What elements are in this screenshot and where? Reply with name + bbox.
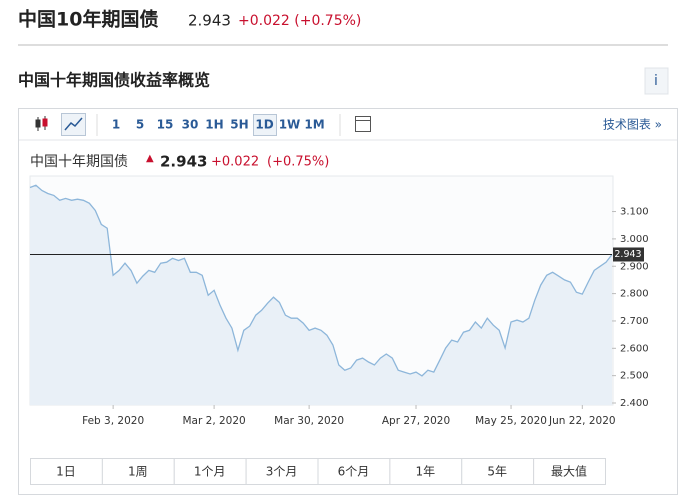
page-title: 中国10年期国债: [18, 8, 158, 31]
area-line: [29, 184, 613, 377]
header-price: 2.943: [188, 12, 231, 30]
info-button[interactable]: [644, 67, 669, 95]
interval-button[interactable]: 1H: [205, 118, 223, 132]
y-tick-label: 3.000: [620, 234, 649, 245]
range-label[interactable]: 1周: [128, 465, 148, 479]
y-tick-label: 2.600: [620, 343, 649, 354]
price-tag: [613, 247, 644, 262]
y-tick-label: 2.400: [620, 398, 649, 409]
x-tick-label: Mar 2, 2020: [182, 415, 245, 427]
interval-button[interactable]: 1M: [304, 118, 324, 132]
range-label[interactable]: 1个月: [194, 465, 226, 479]
range-button[interactable]: [101, 458, 175, 485]
legend-price: 2.943: [160, 153, 207, 171]
y-tick-label: 2.700: [620, 316, 649, 327]
interval-button[interactable]: 5H: [230, 118, 248, 132]
x-tick-label: Apr 27, 2020: [382, 415, 450, 427]
info-icon[interactable]: i: [654, 73, 658, 89]
y-tick-label: 2.500: [620, 371, 649, 382]
legend-name: 中国十年期国债: [30, 154, 128, 170]
interval-button[interactable]: 15: [157, 118, 174, 132]
y-tick-label: 2.900: [620, 261, 649, 272]
range-label[interactable]: 1年: [415, 465, 435, 479]
interval-button[interactable]: 1D: [255, 118, 273, 132]
candle-icon[interactable]: [35, 116, 48, 131]
x-tick-label: Mar 30, 2020: [274, 415, 344, 427]
range-label[interactable]: 5年: [487, 465, 507, 479]
technical-chart-link[interactable]: 技术图表 »: [603, 118, 662, 132]
x-tick-label: May 25, 2020: [475, 415, 547, 427]
range-label[interactable]: 1日: [56, 465, 76, 479]
y-tick-label: 3.100: [620, 207, 649, 218]
x-tick-label: Feb 3, 2020: [82, 415, 144, 427]
table-icon[interactable]: [355, 116, 371, 132]
header-change: +0.022 (+0.75%): [238, 13, 361, 29]
interval-button[interactable]: 5: [136, 118, 144, 132]
range-button[interactable]: [245, 458, 319, 485]
line-icon-glyph: [64, 117, 83, 131]
area-fill: [30, 185, 612, 405]
range-button[interactable]: [173, 458, 247, 485]
range-button[interactable]: [533, 458, 606, 485]
range-label[interactable]: 最大值: [551, 464, 587, 479]
interval-button[interactable]: 1W: [279, 118, 301, 132]
price-tag-label: 2.943: [614, 249, 641, 260]
interval-selected[interactable]: [253, 114, 277, 136]
x-tick-label: Jun 22, 2020: [548, 415, 616, 427]
range-label[interactable]: 3个月: [266, 465, 298, 479]
y-tick-label: 2.800: [620, 289, 649, 300]
legend-change-pct: (+0.75%): [267, 155, 329, 170]
legend-change: +0.022: [211, 155, 259, 170]
range-label[interactable]: 6个月: [338, 465, 370, 479]
legend-arrow: ▲: [146, 153, 154, 164]
section-title: 中国十年期国债收益率概览: [18, 71, 210, 90]
range-button[interactable]: [30, 458, 103, 485]
interval-button[interactable]: 1: [112, 118, 120, 132]
interval-button[interactable]: 30: [182, 118, 199, 132]
